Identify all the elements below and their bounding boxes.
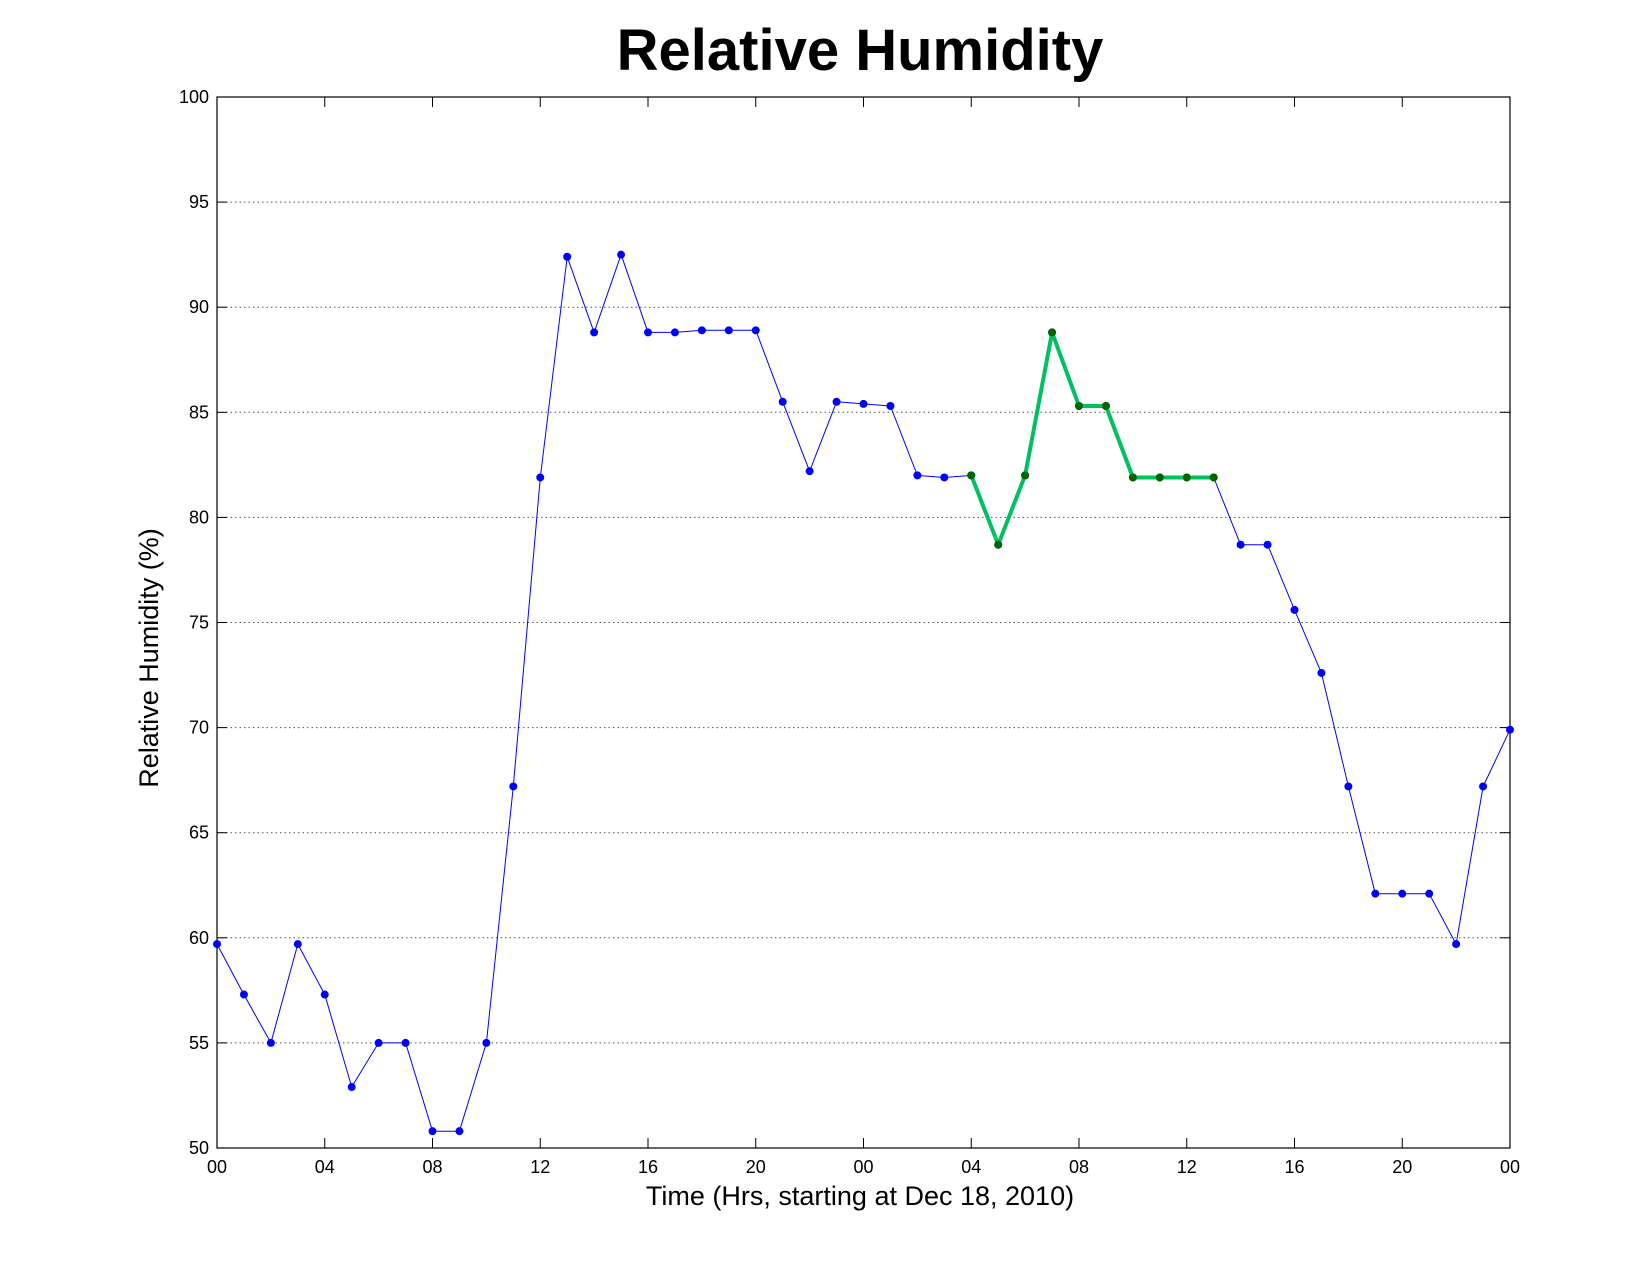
data-point bbox=[347, 1083, 356, 1092]
series-layer bbox=[213, 250, 1514, 1136]
x-tick-label: 04 bbox=[961, 1157, 981, 1177]
x-tick-label: 12 bbox=[1177, 1157, 1197, 1177]
y-tick-label: 95 bbox=[189, 192, 209, 212]
data-point bbox=[1101, 401, 1110, 410]
data-point bbox=[1317, 668, 1326, 677]
data-point bbox=[617, 250, 626, 259]
data-point bbox=[1425, 889, 1434, 898]
data-point bbox=[967, 471, 976, 480]
x-axis-label: Time (Hrs, starting at Dec 18, 2010) bbox=[646, 1181, 1074, 1211]
y-tick-label: 60 bbox=[189, 928, 209, 948]
y-tick-label: 70 bbox=[189, 718, 209, 738]
x-tick-label: 04 bbox=[315, 1157, 335, 1177]
data-point bbox=[1452, 940, 1461, 949]
y-tick-label: 100 bbox=[179, 87, 209, 107]
data-point bbox=[1263, 540, 1272, 549]
data-point bbox=[213, 940, 221, 949]
series-line-0 bbox=[216, 254, 1511, 1132]
data-point bbox=[751, 326, 760, 335]
data-point bbox=[1048, 328, 1057, 337]
y-tick-label: 50 bbox=[189, 1138, 209, 1158]
data-point bbox=[724, 326, 733, 335]
data-point bbox=[1209, 473, 1218, 482]
x-tick-label: 08 bbox=[1069, 1157, 1089, 1177]
data-point bbox=[266, 1038, 275, 1047]
x-tick-label: 08 bbox=[422, 1157, 442, 1177]
y-tick-label: 80 bbox=[189, 507, 209, 527]
data-point bbox=[428, 1127, 437, 1136]
data-point bbox=[913, 471, 922, 480]
data-point bbox=[1371, 889, 1380, 898]
data-point bbox=[886, 401, 895, 410]
x-tick-label: 00 bbox=[207, 1157, 227, 1177]
data-point bbox=[1398, 889, 1407, 898]
plot-frame bbox=[216, 96, 1511, 1149]
data-point bbox=[536, 473, 545, 482]
data-point bbox=[293, 940, 302, 949]
data-point bbox=[1128, 473, 1137, 482]
x-tick-label: 00 bbox=[853, 1157, 873, 1177]
data-point bbox=[994, 540, 1003, 549]
data-point bbox=[455, 1127, 464, 1136]
data-point bbox=[697, 326, 706, 335]
data-point bbox=[1479, 782, 1488, 791]
data-point bbox=[778, 397, 787, 406]
x-tick-label: 12 bbox=[530, 1157, 550, 1177]
data-point bbox=[859, 399, 868, 408]
y-tick-label: 75 bbox=[189, 613, 209, 633]
data-point bbox=[482, 1038, 491, 1047]
data-point bbox=[239, 990, 248, 999]
data-point bbox=[644, 328, 652, 337]
data-point bbox=[509, 782, 518, 791]
x-tick-label: 20 bbox=[746, 1157, 766, 1177]
x-tick-label: 16 bbox=[1284, 1157, 1304, 1177]
data-point bbox=[1075, 401, 1083, 410]
y-tick-label: 65 bbox=[189, 823, 209, 843]
chart-title: Relative Humidity bbox=[617, 18, 1104, 83]
data-point bbox=[832, 397, 841, 406]
data-point bbox=[1155, 473, 1164, 482]
x-tick-label: 16 bbox=[638, 1157, 658, 1177]
data-point bbox=[1290, 605, 1299, 614]
y-tick-label: 90 bbox=[189, 297, 209, 317]
data-point bbox=[1021, 471, 1030, 480]
x-tick-label: 00 bbox=[1500, 1157, 1520, 1177]
data-point bbox=[670, 328, 679, 337]
y-tick-label: 55 bbox=[189, 1033, 209, 1053]
data-point bbox=[320, 990, 329, 999]
data-point bbox=[374, 1038, 383, 1047]
y-axis-label: Relative Humidity (%) bbox=[134, 528, 164, 788]
data-point bbox=[401, 1038, 410, 1047]
data-point bbox=[940, 473, 949, 482]
x-tick-label: 20 bbox=[1392, 1157, 1412, 1177]
y-tick-label: 85 bbox=[189, 402, 209, 422]
data-point bbox=[805, 467, 814, 476]
data-point bbox=[1506, 725, 1514, 734]
grid-layer bbox=[217, 96, 1510, 1044]
data-point bbox=[1344, 782, 1353, 791]
axes-layer: 50 55 60 65 70 75 80 85 90 95 100 00 04 08 12 16 20 00 04 0… bbox=[179, 87, 1520, 1177]
data-point bbox=[563, 252, 572, 261]
data-point bbox=[1182, 473, 1191, 482]
data-point bbox=[590, 328, 599, 337]
series-line-1 bbox=[969, 330, 1214, 547]
data-point bbox=[1236, 540, 1245, 549]
